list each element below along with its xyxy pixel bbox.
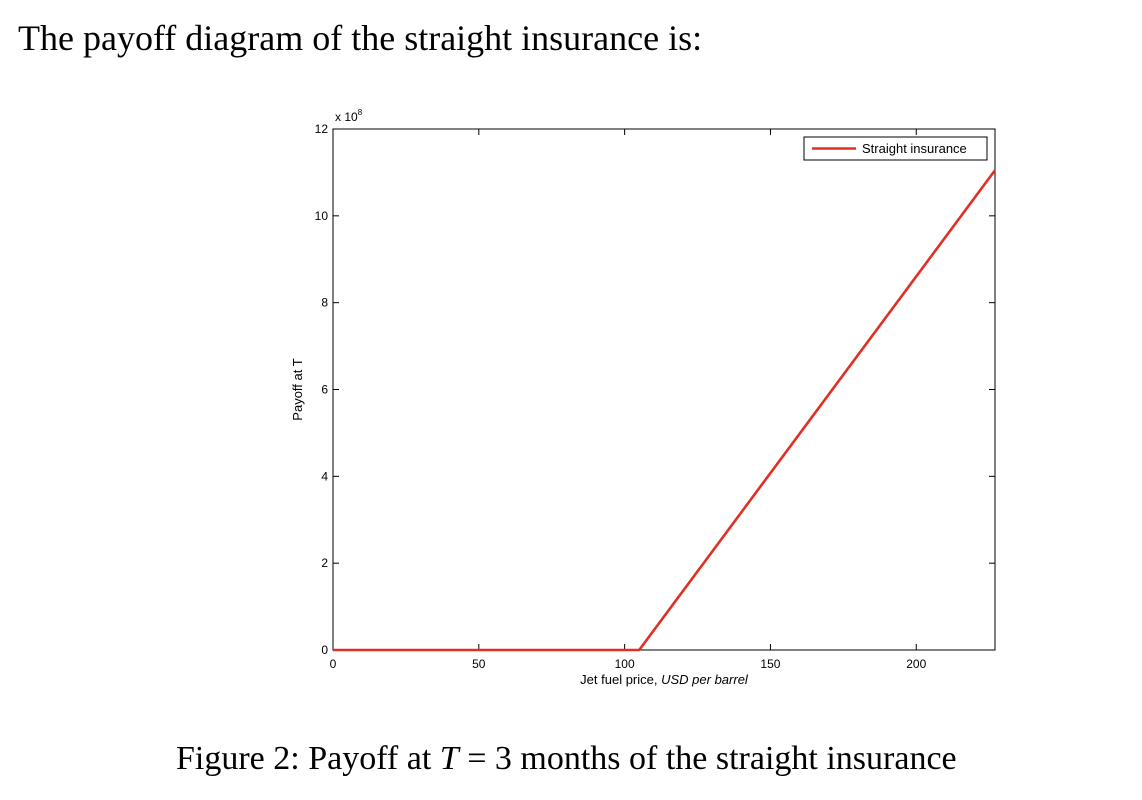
intro-text: The payoff diagram of the straight insur… — [18, 18, 703, 58]
caption-variable: T — [439, 740, 459, 777]
series-line-straight-insurance — [333, 169, 997, 652]
x-tick-label: 200 — [906, 657, 926, 671]
x-tick-label: 100 — [615, 657, 635, 671]
caption-suffix: = 3 months of the straight insurance — [458, 740, 957, 777]
y-axis-label: Payoff at T — [290, 358, 305, 420]
legend-box — [803, 136, 988, 161]
y-tick-label: 2 — [321, 556, 328, 570]
y-tick-label: 6 — [321, 383, 328, 397]
x-tick-label: 0 — [330, 657, 337, 671]
x-axis-label: Jet fuel price, USD per barrel — [580, 672, 749, 687]
x-tick-label: 50 — [472, 657, 486, 671]
caption-prefix: Figure 2: Payoff at — [176, 740, 440, 777]
legend-entry: Straight insurance — [862, 141, 967, 156]
x-tick-label: 150 — [760, 657, 780, 671]
figure-caption: Figure 2: Payoff at T = 3 months of the … — [176, 735, 957, 783]
y-axis-exponent: x 108 — [335, 108, 363, 124]
y-tick-label: 12 — [315, 122, 329, 136]
y-tick-label: 8 — [321, 296, 328, 310]
y-tick-label: 0 — [321, 643, 328, 657]
y-tick-label: 10 — [315, 209, 329, 223]
y-tick-label: 4 — [321, 469, 328, 483]
plot-frame — [332, 128, 996, 651]
